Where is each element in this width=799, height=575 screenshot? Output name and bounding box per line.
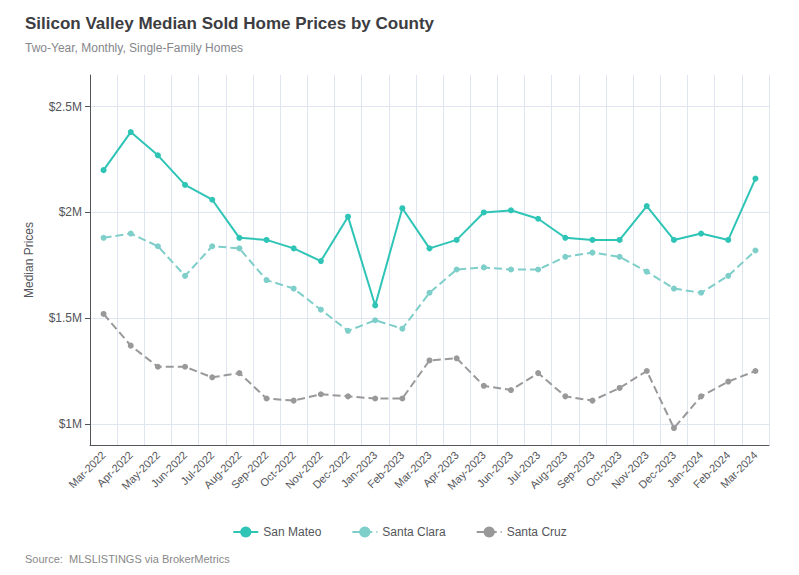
svg-text:Nov-2023: Nov-2023 [608, 448, 651, 491]
svg-text:Nov-2022: Nov-2022 [282, 448, 326, 491]
svg-text:Median Prices: Median Prices [22, 222, 36, 298]
svg-text:Jun-2023: Jun-2023 [474, 448, 516, 490]
svg-text:Sep-2022: Sep-2022 [228, 448, 271, 491]
svg-text:Oct-2022: Oct-2022 [257, 448, 298, 490]
svg-text:Sep-2023: Sep-2023 [554, 448, 597, 491]
svg-text:Two-Year, Monthly, Single-Fami: Two-Year, Monthly, Single-Family Homes [25, 41, 243, 55]
svg-text:Dec-2022: Dec-2022 [310, 448, 353, 491]
svg-text:Apr-2023: Apr-2023 [420, 448, 461, 490]
svg-text:Dec-2023: Dec-2023 [636, 448, 679, 491]
svg-text:Santa Cruz: Santa Cruz [507, 525, 567, 539]
svg-text:Oct-2023: Oct-2023 [583, 448, 624, 490]
svg-text:Jan-2023: Jan-2023 [338, 448, 380, 490]
svg-text:May-2023: May-2023 [445, 448, 489, 492]
svg-text:Source: MLSLISTINGS via Broke: Source: MLSLISTINGS via BrokerMetrics [25, 553, 230, 565]
svg-text:$2M: $2M [59, 205, 82, 219]
svg-text:Silicon Valley Median Sold Hom: Silicon Valley Median Sold Home Prices b… [25, 14, 435, 33]
svg-text:$1M: $1M [59, 417, 82, 431]
svg-text:Aug-2023: Aug-2023 [527, 448, 570, 491]
svg-text:$2.5M: $2.5M [49, 100, 82, 114]
svg-text:Mar-2022: Mar-2022 [66, 448, 108, 491]
svg-text:May-2022: May-2022 [119, 448, 163, 492]
svg-text:Feb-2023: Feb-2023 [364, 448, 407, 491]
svg-text:Aug-2022: Aug-2022 [201, 448, 244, 491]
svg-text:Jul-2022: Jul-2022 [178, 448, 217, 487]
svg-text:Apr-2022: Apr-2022 [94, 448, 135, 490]
svg-text:San Mateo: San Mateo [263, 525, 321, 539]
svg-text:Jul-2023: Jul-2023 [504, 448, 543, 487]
svg-text:Mar-2024: Mar-2024 [718, 449, 760, 491]
svg-text:Feb-2024: Feb-2024 [690, 448, 733, 491]
svg-text:Jun-2022: Jun-2022 [148, 448, 190, 490]
svg-text:$1.5M: $1.5M [49, 311, 82, 325]
svg-text:Mar-2023: Mar-2023 [392, 448, 434, 491]
svg-text:Jan-2024: Jan-2024 [664, 448, 706, 490]
svg-text:Santa Clara: Santa Clara [382, 525, 446, 539]
